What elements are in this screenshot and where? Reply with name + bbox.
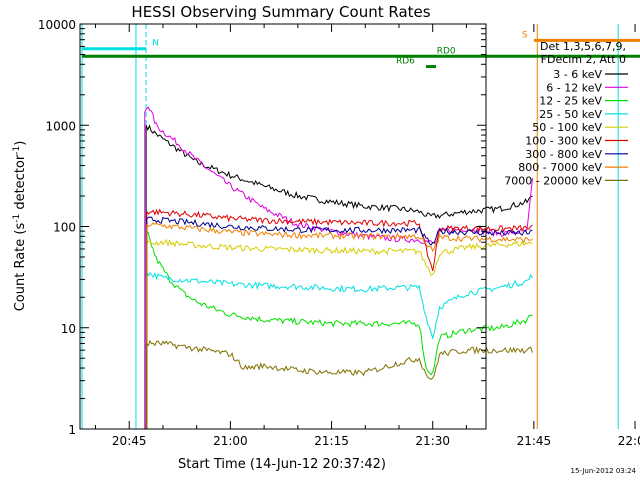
state-bar-label-rd6: RD6 <box>396 57 415 67</box>
y-label-prefix: Count Rate (s <box>13 223 28 312</box>
legend-header-line2: FDecim 2, Att 0 <box>541 53 626 66</box>
legend-label-7000-20000-kev: 7000 - 20000 keV <box>504 174 602 187</box>
legend-label-800-7000-kev: 800 - 7000 keV <box>518 161 602 174</box>
series-line-100-300-kev <box>146 208 533 272</box>
y-label-sup2: -1 <box>12 146 22 155</box>
y-axis-label: Count Rate (s-1 detector-1) <box>12 141 28 312</box>
x-tick-label-21-30: 21:30 <box>415 434 450 448</box>
series-line-25-50-kev <box>146 271 533 341</box>
x-tick-label-20-45: 20:45 <box>112 434 147 448</box>
x-tick-label-21-15: 21:15 <box>314 434 349 448</box>
axis-ticks: 20:4521:0021:1521:3021:4522:0022:1511010… <box>38 18 640 448</box>
series-line-50-100-kev <box>146 238 533 277</box>
state-bar-label-n: N <box>152 39 159 49</box>
x-tick-label-21-45: 21:45 <box>517 434 552 448</box>
state-bar-label-s: S <box>522 30 528 40</box>
legend-label-6-12-kev: 6 - 12 keV <box>546 81 602 94</box>
legend-label-50-100-kev: 50 - 100 keV <box>532 121 602 134</box>
series-line-3-6-kev <box>145 124 533 219</box>
legend-header-line1: Det 1,3,5,6,7,9, <box>540 40 626 53</box>
y-tick-label-1000: 1000 <box>45 119 76 133</box>
y-tick-label-10: 10 <box>61 322 76 336</box>
chart-title: HESSI Observing Summary Count Rates <box>131 3 430 21</box>
y-tick-label-10000: 10000 <box>38 18 76 32</box>
y-label-mid: detector <box>13 154 28 214</box>
legend-label-100-300-kev: 100 - 300 keV <box>525 135 602 148</box>
y-label-sup1: -1 <box>12 214 22 223</box>
series-line-800-7000-kev <box>146 222 533 253</box>
legend-label-3-6-kev: 3 - 6 keV <box>553 68 602 81</box>
y-label-suffix: ) <box>13 141 28 146</box>
legend: Det 1,3,5,6,7,9, FDecim 2, Att 0 3 - 6 k… <box>504 40 628 187</box>
y-tick-label-1: 1 <box>68 423 76 437</box>
x-tick-label-22-00: 22:00 <box>618 434 640 448</box>
legend-label-25-50-kev: 25 - 50 keV <box>539 108 602 121</box>
series-line-12-25-kev <box>146 230 533 376</box>
series-line-300-800-kev <box>146 216 533 246</box>
x-tick-label-21-00: 21:00 <box>213 434 248 448</box>
plot-area: N S RD0 RD6 <box>81 24 640 429</box>
legend-label-300-800-kev: 300 - 800 keV <box>525 148 602 161</box>
footer-timestamp: 15-Jun-2012 03:24 <box>571 467 637 475</box>
series-line-7000-20000-kev <box>146 339 533 380</box>
state-bar-label-rd0: RD0 <box>437 46 456 56</box>
x-axis-label: Start Time (14-Jun-12 20:37:42) <box>178 457 386 472</box>
y-tick-label-100: 100 <box>53 221 76 235</box>
legend-label-12-25-kev: 12 - 25 keV <box>539 95 602 108</box>
